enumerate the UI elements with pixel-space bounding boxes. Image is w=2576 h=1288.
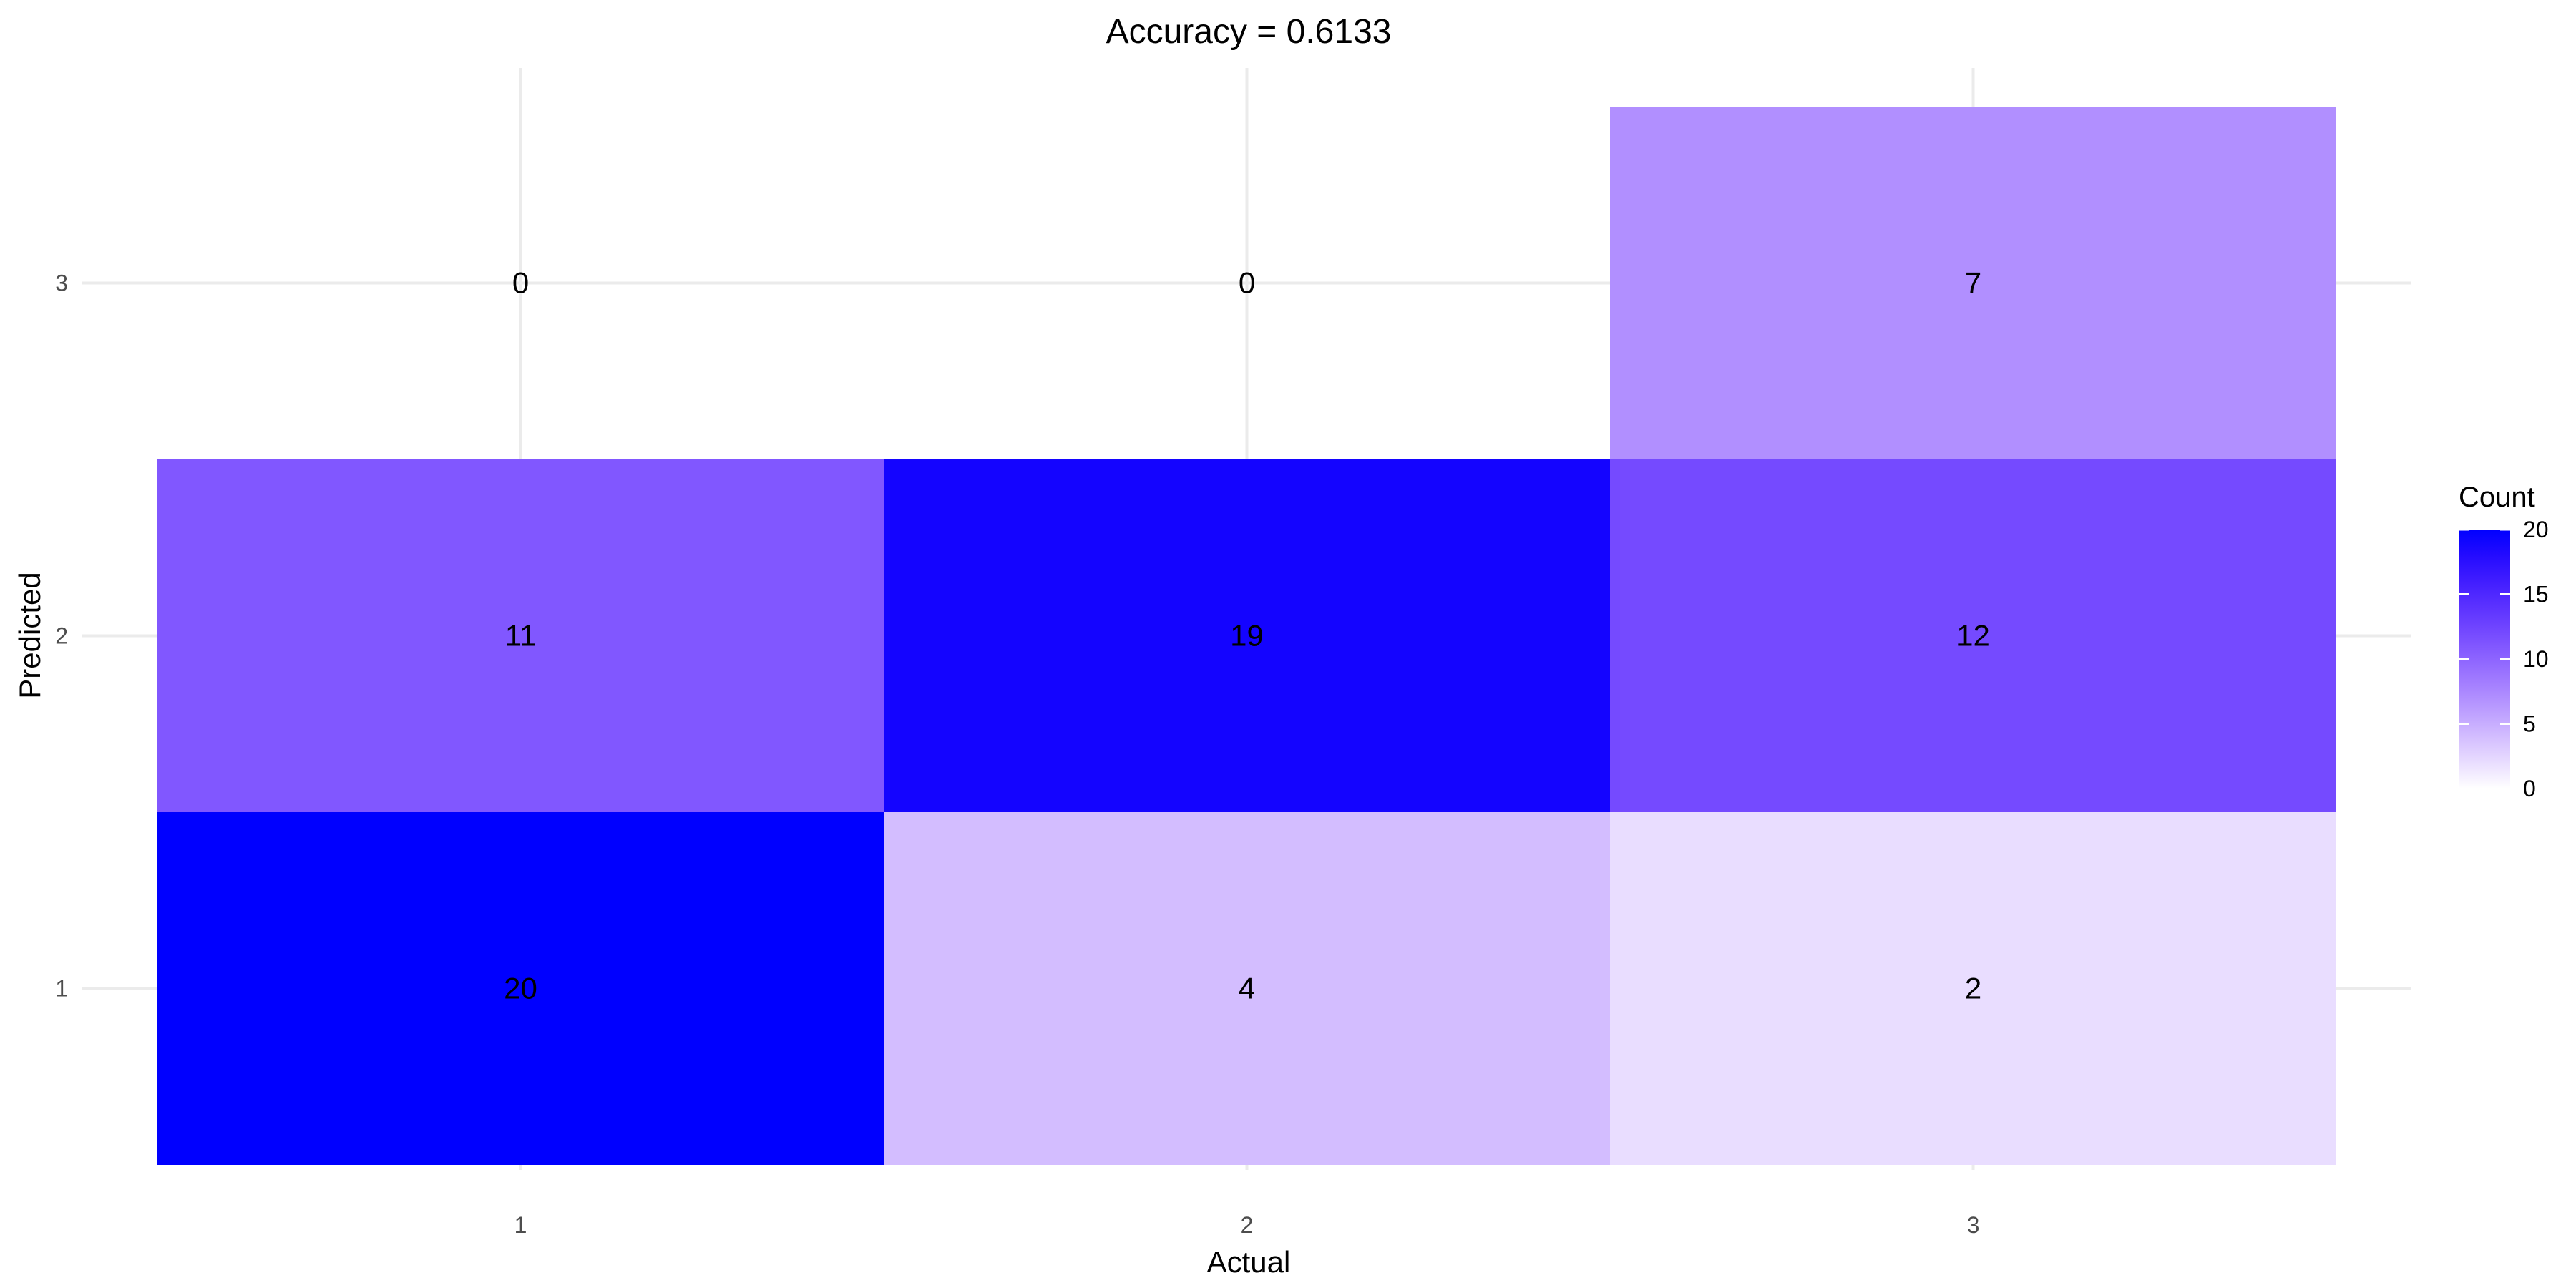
cell-label-actual-3-predicted-3: 7 xyxy=(1965,266,1981,300)
cell-label-actual-2-predicted-3: 0 xyxy=(1239,266,1255,300)
legend-label-0: 0 xyxy=(2523,776,2536,801)
x-tick-label-2: 2 xyxy=(1241,1212,1254,1238)
cell-label-actual-3-predicted-1: 2 xyxy=(1965,972,1981,1005)
y-tick-label-3: 3 xyxy=(55,270,68,296)
x-axis-title: Actual xyxy=(1207,1245,1291,1279)
cell-label-actual-1-predicted-2: 11 xyxy=(505,619,537,653)
cell-label-actual-2-predicted-2: 19 xyxy=(1230,619,1264,653)
cell-actual-3-predicted-2 xyxy=(1610,459,2336,812)
cell-actual-2-predicted-1 xyxy=(884,812,1610,1165)
legend-label-10: 10 xyxy=(2523,646,2549,672)
cell-labels: 20 4 2 11 19 12 0 0 7 xyxy=(504,266,1990,1005)
cell-label-actual-1-predicted-1: 20 xyxy=(504,972,537,1005)
legend-label-5: 5 xyxy=(2523,711,2536,737)
legend-title: Count xyxy=(2459,482,2535,513)
legend-label-15: 15 xyxy=(2523,582,2549,608)
y-tick-label-2: 2 xyxy=(55,623,68,649)
y-axis-title: Predicted xyxy=(13,572,47,698)
axis-ticks: 1 2 3 1 2 3 xyxy=(55,270,1979,1239)
cell-label-actual-1-predicted-3: 0 xyxy=(512,266,529,300)
heatmap-cells xyxy=(157,107,2336,1165)
cell-actual-1-predicted-1 xyxy=(157,812,884,1165)
color-legend: Count 0 5 10 15 20 xyxy=(2459,482,2549,801)
cell-label-actual-3-predicted-2: 12 xyxy=(1956,619,1990,653)
cell-actual-3-predicted-3 xyxy=(1610,107,2336,459)
cell-actual-3-predicted-1 xyxy=(1610,812,2336,1165)
x-tick-label-1: 1 xyxy=(514,1212,527,1238)
cell-label-actual-2-predicted-1: 4 xyxy=(1239,972,1255,1005)
x-tick-label-3: 3 xyxy=(1967,1212,1980,1238)
legend-label-20: 20 xyxy=(2523,517,2549,542)
y-tick-label-1: 1 xyxy=(55,976,68,1002)
cell-actual-1-predicted-2 xyxy=(157,459,884,812)
chart-title: Accuracy = 0.6133 xyxy=(1106,13,1392,51)
cell-actual-2-predicted-2 xyxy=(884,459,1610,812)
